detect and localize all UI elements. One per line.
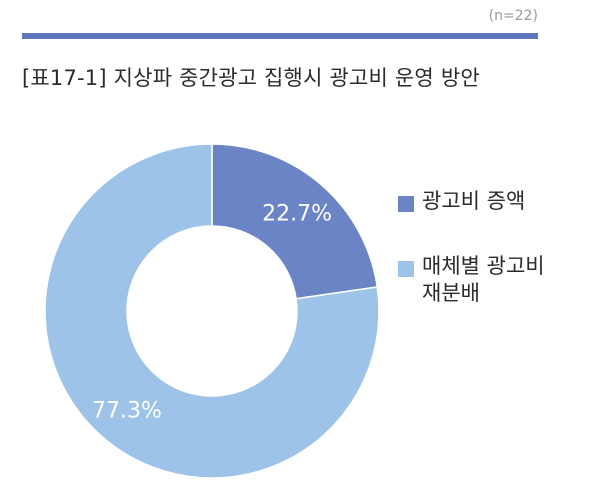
data-label-increase: 22.7% xyxy=(262,202,332,227)
legend-swatch-increase xyxy=(398,196,414,212)
chart-legend: 광고비 증액 매체별 광고비 재분배 xyxy=(398,188,598,345)
data-label-reallocation: 77.3% xyxy=(92,398,162,423)
donut-slices xyxy=(44,143,380,479)
legend-item-increase: 광고비 증액 xyxy=(398,188,598,215)
legend-label-reallocation: 매체별 광고비 재분배 xyxy=(422,254,545,305)
legend-label-increase: 광고비 증액 xyxy=(422,189,526,213)
title-accent-bar xyxy=(22,33,538,39)
slice-reallocation xyxy=(44,143,380,479)
donut-data-labels: 22.7% 77.3% xyxy=(92,202,332,424)
legend-swatch-reallocation xyxy=(398,261,414,277)
chart-title: [표17-1] 지상파 중간광고 집행시 광고비 운영 방안 xyxy=(22,66,480,90)
slice-increase xyxy=(211,143,379,300)
sample-size-note: (n=22) xyxy=(488,8,538,24)
legend-item-reallocation: 매체별 광고비 재분배 xyxy=(398,253,598,307)
